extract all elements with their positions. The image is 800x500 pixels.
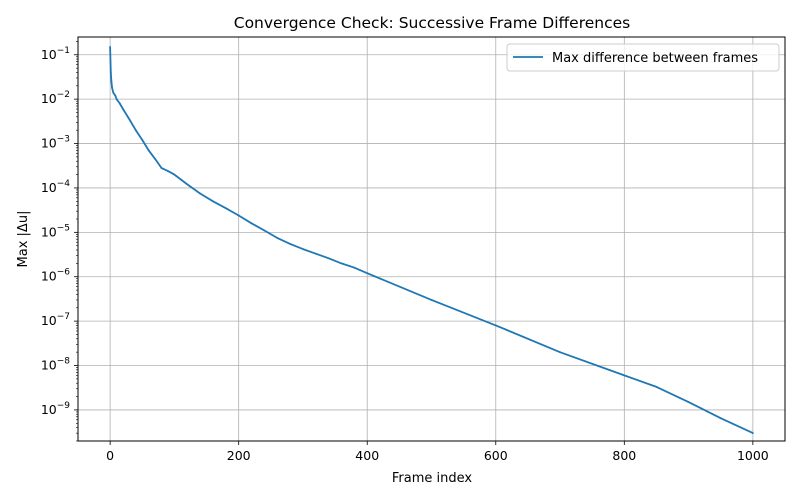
data-point <box>212 200 214 203</box>
data-point <box>237 214 240 217</box>
chart-title: Convergence Check: Successive Frame Diff… <box>234 14 631 32</box>
y-tick-label: 10−7 <box>41 312 70 328</box>
data-point <box>173 173 176 176</box>
data-point <box>314 252 317 255</box>
y-tick-label: 10−3 <box>41 135 70 151</box>
data-point <box>118 102 121 105</box>
y-tick-label: 10−4 <box>41 179 70 195</box>
x-tick-label: 200 <box>227 448 251 463</box>
data-point <box>141 139 144 141</box>
data-point <box>109 46 111 48</box>
data-point <box>263 229 266 232</box>
data-point <box>250 222 253 225</box>
data-point <box>327 257 330 260</box>
data-point <box>111 86 113 89</box>
y-tick-label: 10−8 <box>41 357 70 373</box>
data-point <box>655 386 658 388</box>
data-point <box>167 170 169 173</box>
data-point <box>687 401 690 403</box>
data-point <box>302 248 304 251</box>
tick-layer: 0 200 400 600 800 1000 10−1 10−2 10−3 10−4 10−5 10−… <box>41 41 769 463</box>
y-tick-label: 10−6 <box>41 268 70 284</box>
y-tick-label: 10−5 <box>41 223 70 239</box>
legend-label: Max difference between frames <box>552 51 758 66</box>
data-point <box>109 71 112 74</box>
data-point <box>199 192 202 195</box>
y-tick-label: 10−2 <box>41 90 70 106</box>
y-tick-label: 10−1 <box>41 46 70 62</box>
data-point <box>289 243 291 245</box>
data-point <box>276 237 279 239</box>
data-point <box>110 80 113 83</box>
data-point <box>353 266 356 269</box>
series-line <box>109 46 754 434</box>
data-point <box>114 94 117 97</box>
data-point <box>115 98 118 101</box>
x-tick-label: 1000 <box>737 448 769 463</box>
x-axis-label: Frame index <box>392 471 473 486</box>
data-point <box>160 167 163 170</box>
data-point <box>122 108 124 110</box>
data-point <box>494 324 497 327</box>
data-point <box>719 417 722 420</box>
data-point <box>134 129 137 132</box>
data-point <box>224 207 227 210</box>
legend: Max difference between frames <box>506 43 780 72</box>
data-point <box>366 272 369 275</box>
y-tick-label: 10−9 <box>41 401 70 417</box>
data-point <box>186 183 189 186</box>
x-tick-label: 400 <box>355 448 379 463</box>
data-point <box>340 262 343 265</box>
y-axis-label: Max |Δu| <box>16 211 31 268</box>
x-tick-label: 0 <box>106 448 114 463</box>
data-point <box>752 432 754 434</box>
x-tick-label: 600 <box>484 448 508 463</box>
data-point <box>623 374 626 377</box>
data-point <box>112 91 115 94</box>
data-point <box>154 158 157 160</box>
data-point <box>147 149 150 152</box>
legend-box <box>506 43 780 72</box>
data-point <box>128 118 131 121</box>
grid-layer <box>78 37 785 441</box>
data-point <box>559 351 561 354</box>
series-layer <box>109 46 754 434</box>
data-point <box>430 299 433 301</box>
x-tick-label: 800 <box>612 448 636 463</box>
